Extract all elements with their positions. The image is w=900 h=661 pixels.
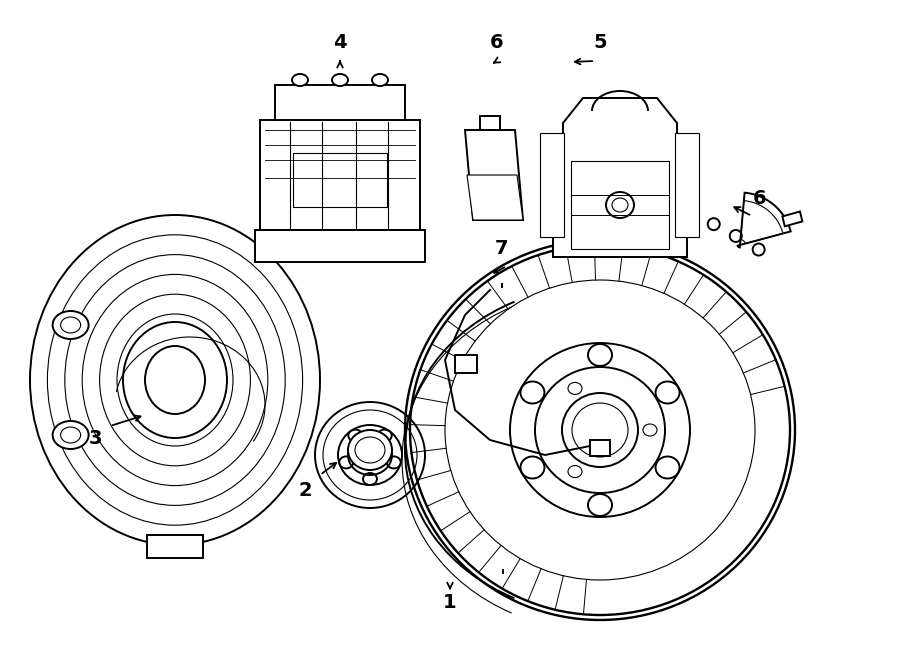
Ellipse shape [30,215,320,545]
Text: 6: 6 [753,188,767,208]
Ellipse shape [52,421,88,449]
Ellipse shape [52,311,88,339]
Polygon shape [553,98,687,257]
Text: 7: 7 [495,239,508,258]
Ellipse shape [372,74,388,86]
Polygon shape [540,133,564,237]
Text: 6: 6 [491,34,504,52]
Polygon shape [260,120,420,230]
Ellipse shape [348,430,392,470]
Text: 4: 4 [333,34,346,52]
Polygon shape [275,85,405,120]
Ellipse shape [332,74,348,86]
Text: 2: 2 [298,481,311,500]
Polygon shape [465,130,523,220]
Text: 1: 1 [443,594,457,613]
Text: 5: 5 [593,34,607,52]
Polygon shape [675,133,699,237]
Polygon shape [738,193,791,247]
Bar [590,440,610,456]
Polygon shape [782,212,803,226]
Text: 3: 3 [88,428,102,447]
Polygon shape [480,116,500,130]
Polygon shape [571,161,669,249]
Bar [455,355,477,373]
Polygon shape [467,175,523,220]
Polygon shape [255,230,425,262]
Ellipse shape [292,74,308,86]
Polygon shape [293,153,387,207]
Polygon shape [147,535,203,558]
